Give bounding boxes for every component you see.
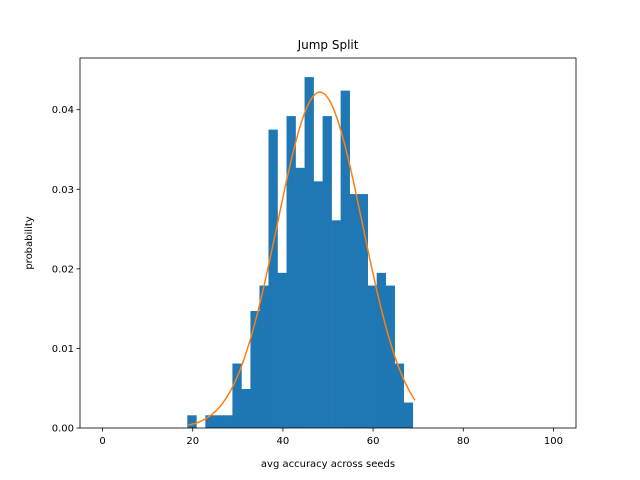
x-tick-label-60: 60 [367, 436, 380, 447]
y-axis-label: probability [24, 216, 35, 269]
histogram-bar-9 [268, 129, 278, 429]
x-axis-label: avg accuracy across seeds [261, 459, 395, 470]
axes-frame [79, 57, 577, 429]
histogram-bar-13 [304, 77, 314, 428]
histogram-bar-12 [295, 167, 305, 428]
y-axis-ticks: 0.00 0.01 0.02 0.03 0.04 [52, 105, 80, 435]
histogram-bars [187, 77, 414, 429]
histogram-bar-19 [358, 194, 368, 428]
x-tick-label-20: 20 [186, 436, 199, 447]
histogram-bar-2 [205, 415, 215, 428]
histogram-bar-14 [313, 181, 323, 428]
histogram-bar-5 [232, 363, 242, 428]
x-tick-label-40: 40 [277, 436, 290, 447]
histogram-bar-15 [322, 116, 332, 428]
y-tick-label-4: 0.04 [52, 105, 74, 116]
histogram-bar-20 [367, 285, 377, 428]
x-axis-ticks: 0 20 40 60 80 100 [99, 428, 563, 447]
histogram-bar-7 [250, 311, 260, 428]
histogram-bar-16 [331, 220, 341, 428]
histogram-bar-8 [259, 285, 269, 428]
y-tick-label-0: 0.00 [52, 424, 74, 435]
density-curve [188, 91, 416, 426]
histogram-bar-24 [403, 402, 414, 428]
y-tick-label-1: 0.01 [52, 344, 74, 355]
x-tick-label-0: 0 [99, 436, 105, 447]
histogram-bar-4 [223, 415, 233, 428]
x-tick-label-100: 100 [544, 436, 563, 447]
histogram-bar-6 [241, 389, 251, 428]
histogram-bar-21 [376, 272, 387, 428]
x-tick-label-80: 80 [457, 436, 470, 447]
histogram-bar-17 [340, 90, 350, 429]
y-tick-label-2: 0.02 [52, 264, 74, 275]
histogram-bar-11 [286, 116, 296, 428]
y-tick-label-3: 0.03 [52, 185, 74, 196]
histogram-bar-18 [349, 194, 359, 428]
chart-title: Jump Split [297, 38, 359, 52]
histogram-bar-3 [214, 415, 224, 428]
histogram-bar-0 [187, 415, 197, 428]
histogram-bar-22 [385, 285, 396, 428]
histogram-bar-23 [394, 363, 405, 428]
histogram-bar-10 [277, 272, 287, 428]
